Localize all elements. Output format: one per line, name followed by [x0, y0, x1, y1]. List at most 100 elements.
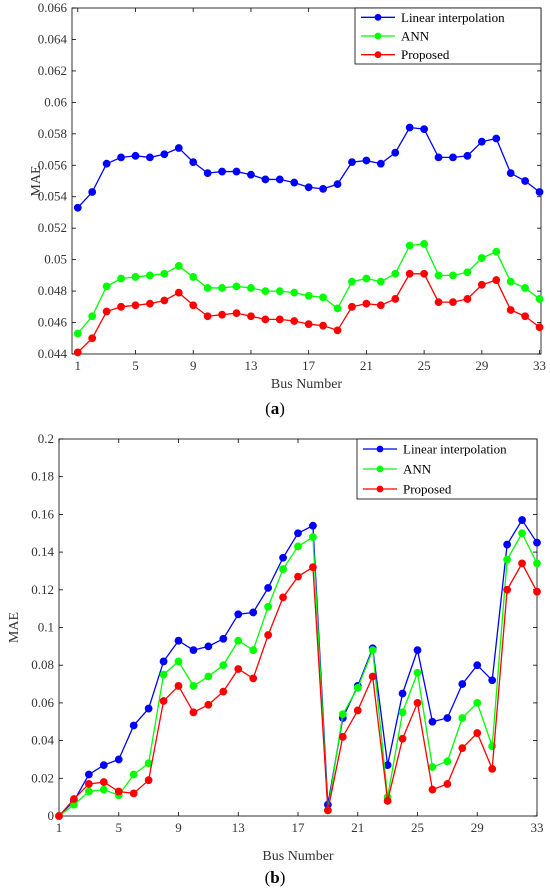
chart-b-data-point — [99, 785, 108, 794]
chart-a-x-axis-label: Bus Number — [271, 377, 343, 392]
chart-a-plot-frame — [71, 7, 542, 355]
chart-b-data-point — [294, 542, 302, 551]
chart-b-legend-swatch-marker — [376, 445, 384, 453]
chart-b-legend-swatch-marker — [376, 485, 384, 493]
chart-a-data-point — [506, 277, 515, 286]
chart-b-data-point — [473, 661, 482, 670]
chart-b-y-tick-label: 0.18 — [31, 469, 54, 484]
chart-a-data-point — [261, 287, 270, 295]
chart-b-data-point — [309, 521, 317, 530]
chart-b-data-point — [533, 587, 541, 596]
chart-b-y-tick-label: 0.02 — [31, 770, 54, 785]
chart-a-data-point — [174, 262, 183, 270]
chart-b-data-point — [398, 734, 407, 743]
chart-b-legend-label: Linear interpolation — [403, 442, 507, 457]
chart-b-data-point — [114, 787, 123, 796]
chart-a-legend-label: ANN — [401, 29, 430, 44]
chart-b-data-point — [533, 559, 541, 568]
chart-b-data-point — [353, 706, 362, 715]
chart-a-data-point — [477, 137, 486, 146]
chart-a-data-point — [333, 326, 342, 335]
chart-a-data-point — [405, 123, 414, 132]
chart-a-data-point — [506, 306, 515, 314]
chart-b-data-point — [174, 657, 183, 666]
chart-a-x-tick-label: 33 — [533, 358, 546, 373]
chart-b-data-point — [55, 812, 63, 820]
chart-b-data-point — [144, 776, 153, 785]
chart-b-series-2 — [55, 559, 541, 820]
chart-a-y-tick-label: 0.062 — [38, 63, 67, 78]
chart-b-data-point — [503, 540, 512, 549]
chart-a-data-point — [275, 315, 284, 324]
chart-a-data-point — [218, 167, 226, 176]
chart-b-data-point — [174, 682, 183, 690]
chart-b-data-point — [219, 634, 228, 643]
chart-b-series-0 — [55, 516, 541, 820]
chart-a-data-point — [362, 299, 371, 308]
chart-a-data-point — [174, 144, 183, 152]
chart-a-y-tick-label: 0.048 — [38, 283, 67, 298]
chart-a-y-axis-label: MAE — [29, 165, 44, 196]
chart-a-y-tick-label: 0.054 — [38, 189, 68, 204]
chart-b-data-point — [159, 657, 168, 666]
chart-a-data-point — [521, 312, 530, 321]
chart-b-data-point — [189, 646, 198, 655]
chart-a-data-point — [535, 323, 544, 332]
chart-a-data-point — [218, 284, 226, 292]
chart-b-data-point — [428, 763, 437, 771]
chart-a-data-point — [102, 159, 111, 168]
chart-b-data-point — [458, 680, 467, 688]
chart-b-data-point — [279, 593, 287, 602]
chart-a-data-point — [102, 307, 111, 316]
chart-a-x-tick-label: 9 — [190, 358, 197, 373]
chart-a-x-tick-label: 17 — [302, 358, 316, 373]
chart-a-data-point — [348, 158, 356, 167]
chart-b-data-point — [114, 755, 123, 764]
chart-b-x-tick-label: 17 — [292, 820, 306, 835]
chart-b-data-point — [309, 563, 317, 572]
chart-a-data-point — [333, 304, 342, 313]
chart-a-data-point — [203, 169, 212, 178]
chart-a-data-point — [420, 125, 429, 134]
chart-b-data-point — [338, 732, 347, 741]
chart-a-data-point — [535, 295, 544, 303]
chart-b-data-point — [413, 699, 422, 707]
chart-a-data-point — [319, 321, 327, 330]
chart-a-data-point — [434, 153, 443, 162]
chart-a-data-point — [88, 312, 97, 321]
chart-a-x-tick-label: 29 — [475, 358, 488, 373]
chart-b-data-point — [323, 806, 332, 815]
chart-b-data-point — [458, 744, 467, 753]
caption-a: (a) — [265, 399, 285, 418]
chart-a-data-point — [521, 177, 530, 185]
chart-a-data-point — [391, 295, 400, 303]
chart-a-data-point — [521, 284, 530, 292]
chart-a-data-point — [477, 254, 486, 262]
chart-a-legend-label: Proposed — [401, 47, 450, 62]
chart-a-data-point — [535, 188, 544, 196]
chart-a-legend-swatch-marker — [374, 32, 382, 40]
chart-b-data-point — [249, 646, 258, 655]
chart-a-x-tick-label: 25 — [418, 358, 431, 373]
chart-b-x-axis-label: Bus Number — [262, 849, 334, 864]
chart-b-data-point — [174, 636, 183, 645]
chart-b-data-point — [129, 770, 138, 779]
chart-b-x-tick-label: 33 — [531, 820, 544, 835]
chart-a-data-point — [189, 273, 198, 281]
chart-b-data-point — [503, 585, 512, 594]
chart-a-data-point — [117, 302, 125, 311]
chart-a-data-point — [434, 271, 443, 280]
chart-b-data-point — [443, 780, 452, 788]
chart-b-data-point — [368, 672, 377, 681]
chart-b-data-point — [294, 572, 302, 581]
chart-b-data-point — [159, 697, 168, 705]
chart-a-data-point — [160, 296, 169, 305]
caption-b: (b) — [264, 868, 286, 887]
chart-a-data-point — [73, 203, 82, 212]
chart-a-data-point — [88, 334, 97, 343]
chart-b-data-point — [338, 710, 347, 719]
chart-a-data-point — [391, 148, 400, 157]
chart-b-data-point — [219, 661, 228, 670]
chart-a-data-point — [146, 299, 154, 308]
chart-b-y-tick-label: 0.14 — [31, 544, 54, 559]
